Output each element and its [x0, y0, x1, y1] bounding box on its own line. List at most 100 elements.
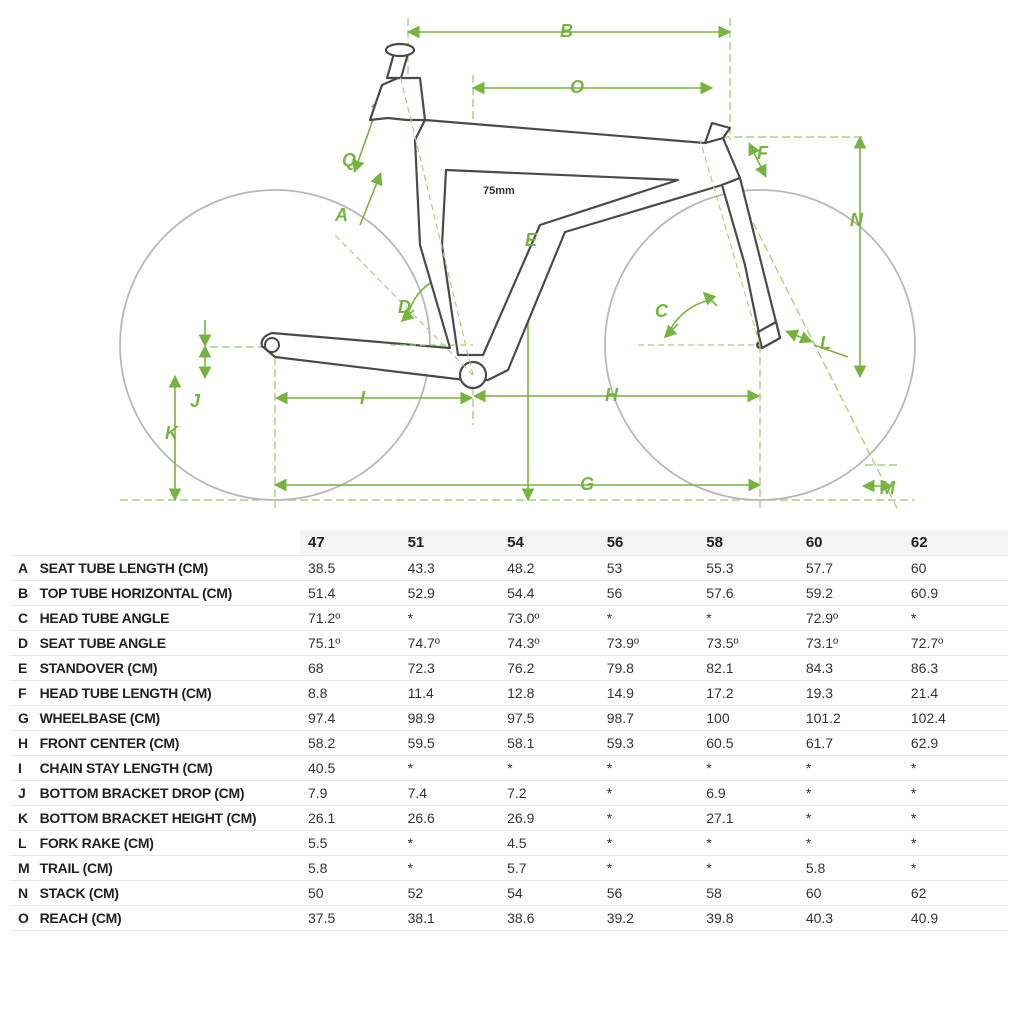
- column-header: 56: [599, 530, 699, 556]
- cell: 76.2: [499, 656, 599, 681]
- cell: 84.3: [798, 656, 903, 681]
- cell: *: [903, 831, 1008, 856]
- row-label: A SEAT TUBE LENGTH (CM): [10, 556, 300, 581]
- cell: 57.7: [798, 556, 903, 581]
- cell: *: [698, 756, 798, 781]
- cell: 40.3: [798, 906, 903, 931]
- table-row: A SEAT TUBE LENGTH (CM)38.543.348.25355.…: [10, 556, 1008, 581]
- mm-callout: 75mm: [483, 185, 515, 197]
- blank-header: [10, 530, 300, 556]
- cell: 57.6: [698, 581, 798, 606]
- table-row: K BOTTOM BRACKET HEIGHT (CM)26.126.626.9…: [10, 806, 1008, 831]
- dim-label-c: C: [655, 301, 668, 322]
- cell: 11.4: [400, 681, 500, 706]
- cell: 60.9: [903, 581, 1008, 606]
- row-label: H FRONT CENTER (CM): [10, 731, 300, 756]
- cell: 5.8: [300, 856, 400, 881]
- cell: 72.3: [400, 656, 500, 681]
- cell: 62.9: [903, 731, 1008, 756]
- cell: 68: [300, 656, 400, 681]
- cell: 59.3: [599, 731, 699, 756]
- cell: *: [903, 856, 1008, 881]
- cell: 79.8: [599, 656, 699, 681]
- cell: 39.2: [599, 906, 699, 931]
- cell: *: [400, 606, 500, 631]
- dim-label-m: M: [880, 478, 895, 499]
- cell: 82.1: [698, 656, 798, 681]
- cell: 54: [499, 881, 599, 906]
- cell: 100: [698, 706, 798, 731]
- cell: *: [698, 831, 798, 856]
- cell: 74.7º: [400, 631, 500, 656]
- cell: 26.1: [300, 806, 400, 831]
- cell: 5.5: [300, 831, 400, 856]
- cell: *: [599, 806, 699, 831]
- cell: 52: [400, 881, 500, 906]
- cell: 54.4: [499, 581, 599, 606]
- dim-label-q: Q: [342, 150, 356, 171]
- cell: 58.1: [499, 731, 599, 756]
- cell: 5.7: [499, 856, 599, 881]
- geometry-table-container: 47515456586062 A SEAT TUBE LENGTH (CM)38…: [10, 530, 1008, 931]
- diagram-svg: [10, 10, 1008, 520]
- table-row: B TOP TUBE HORIZONTAL (CM)51.452.954.456…: [10, 581, 1008, 606]
- cell: 73.5º: [698, 631, 798, 656]
- cell: 8.8: [300, 681, 400, 706]
- cell: 4.5: [499, 831, 599, 856]
- cell: *: [798, 756, 903, 781]
- cell: 7.4: [400, 781, 500, 806]
- cell: 12.8: [499, 681, 599, 706]
- cell: 55.3: [698, 556, 798, 581]
- cell: 7.9: [300, 781, 400, 806]
- cell: *: [400, 856, 500, 881]
- column-header: 58: [698, 530, 798, 556]
- cell: 61.7: [798, 731, 903, 756]
- row-label: F HEAD TUBE LENGTH (CM): [10, 681, 300, 706]
- table-row: N STACK (CM)50525456586062: [10, 881, 1008, 906]
- row-label: O REACH (CM): [10, 906, 300, 931]
- cell: *: [599, 606, 699, 631]
- dim-label-l: L: [820, 333, 831, 354]
- cell: *: [400, 756, 500, 781]
- cell: 73.9º: [599, 631, 699, 656]
- cell: 73.0º: [499, 606, 599, 631]
- dim-label-e: E: [525, 230, 537, 251]
- table-row: F HEAD TUBE LENGTH (CM)8.811.412.814.917…: [10, 681, 1008, 706]
- cell: *: [798, 781, 903, 806]
- cell: 38.6: [499, 906, 599, 931]
- cell: 40.5: [300, 756, 400, 781]
- dim-label-j: J: [190, 391, 200, 412]
- cell: 38.5: [300, 556, 400, 581]
- cell: 98.9: [400, 706, 500, 731]
- dim-label-b: B: [560, 21, 573, 42]
- cell: 60.5: [698, 731, 798, 756]
- cell: 73.1º: [798, 631, 903, 656]
- cell: 60: [903, 556, 1008, 581]
- cell: 58.2: [300, 731, 400, 756]
- table-row: G WHEELBASE (CM)97.498.997.598.7100101.2…: [10, 706, 1008, 731]
- dim-label-i: I: [360, 388, 365, 409]
- column-header: 60: [798, 530, 903, 556]
- cell: 37.5: [300, 906, 400, 931]
- dim-label-h: H: [605, 385, 618, 406]
- column-header: 62: [903, 530, 1008, 556]
- table-row: H FRONT CENTER (CM)58.259.558.159.360.56…: [10, 731, 1008, 756]
- table-row: J BOTTOM BRACKET DROP (CM)7.97.47.2*6.9*…: [10, 781, 1008, 806]
- table-row: L FORK RAKE (CM)5.5*4.5****: [10, 831, 1008, 856]
- cell: 5.8: [798, 856, 903, 881]
- cell: 38.1: [400, 906, 500, 931]
- cell: 62: [903, 881, 1008, 906]
- row-label: B TOP TUBE HORIZONTAL (CM): [10, 581, 300, 606]
- table-row: M TRAIL (CM)5.8*5.7**5.8*: [10, 856, 1008, 881]
- cell: 43.3: [400, 556, 500, 581]
- cell: *: [599, 756, 699, 781]
- cell: 26.6: [400, 806, 500, 831]
- cell: 97.4: [300, 706, 400, 731]
- cell: 56: [599, 581, 699, 606]
- cell: 26.9: [499, 806, 599, 831]
- cell: 58: [698, 881, 798, 906]
- cell: *: [698, 856, 798, 881]
- dim-label-k: K: [165, 423, 178, 444]
- cell: *: [903, 781, 1008, 806]
- cell: *: [698, 606, 798, 631]
